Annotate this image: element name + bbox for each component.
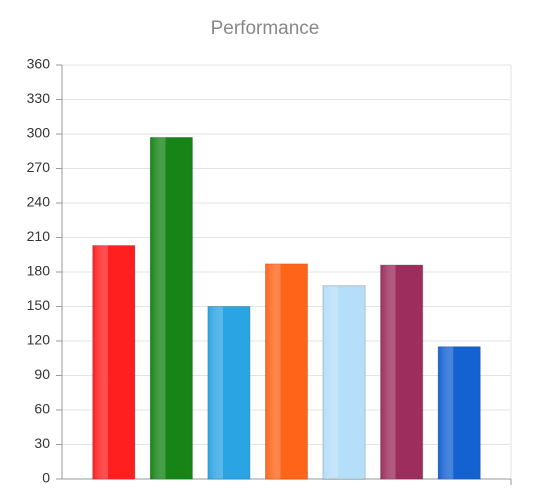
y-tick-label: 360	[27, 56, 51, 72]
y-tick-label: 300	[27, 125, 51, 141]
chart-title: Performance	[211, 18, 320, 39]
bar-shine	[323, 285, 366, 479]
y-tick-label: 30	[34, 435, 50, 451]
bar-shine	[92, 245, 135, 479]
y-tick-label: 270	[27, 159, 51, 175]
bar-shine	[438, 346, 481, 479]
bar-shine	[207, 306, 250, 479]
y-tick-label: 120	[27, 332, 51, 348]
bar-shine	[380, 265, 423, 479]
y-tick-label: 150	[27, 297, 51, 313]
bar-shine	[265, 263, 308, 479]
y-tick-label: 60	[34, 401, 50, 417]
y-tick-label: 0	[42, 470, 50, 486]
y-tick-label: 330	[27, 90, 51, 106]
y-tick-label: 240	[27, 194, 51, 210]
y-tick-label: 180	[27, 263, 51, 279]
bar-shine	[150, 137, 193, 479]
y-tick-label: 90	[34, 366, 50, 382]
y-tick-label: 210	[27, 228, 51, 244]
